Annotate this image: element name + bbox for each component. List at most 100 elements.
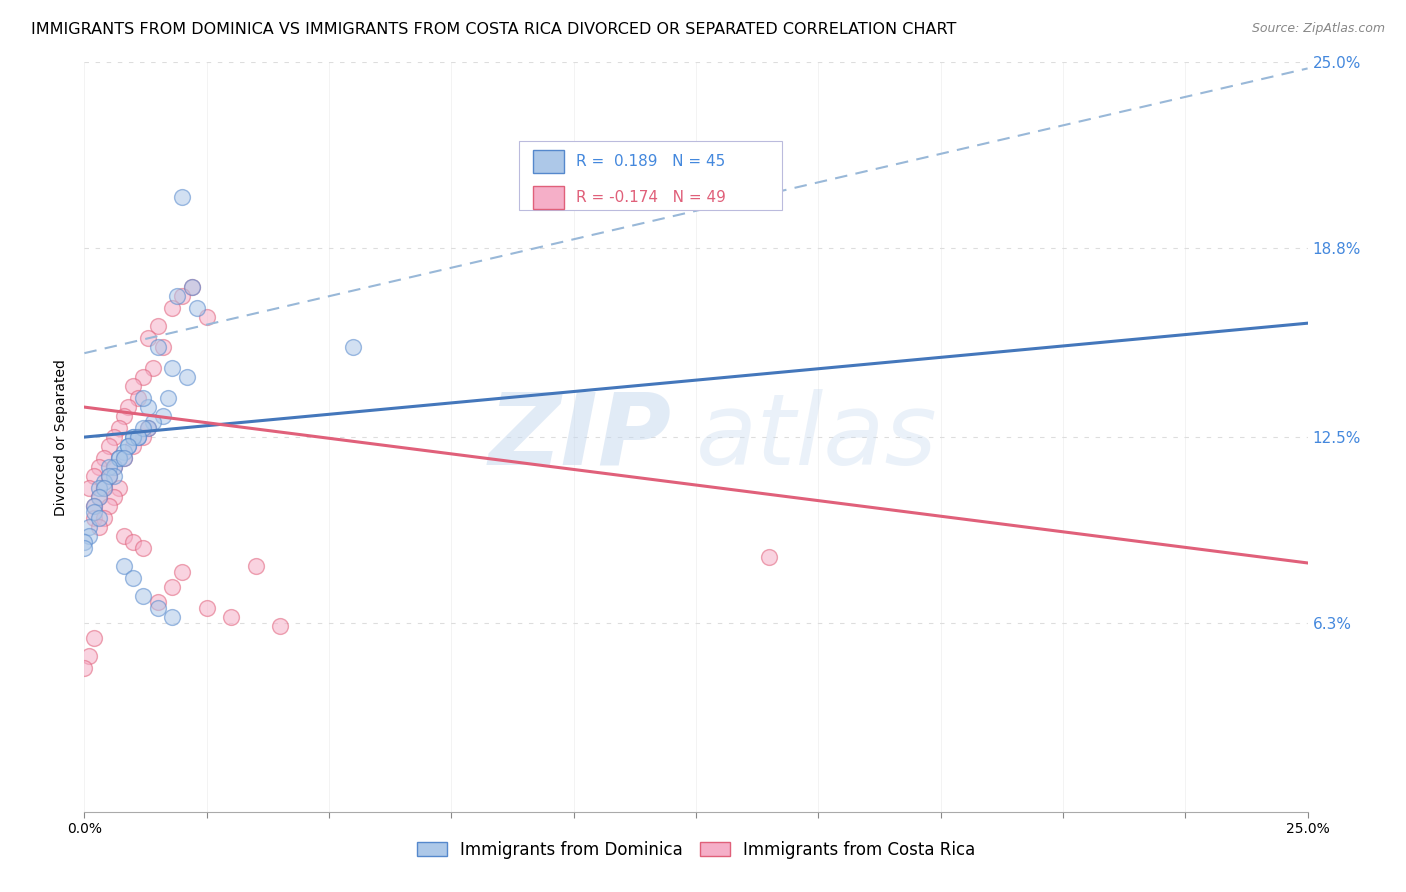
Point — [162, 361, 184, 376]
Point — [152, 340, 174, 354]
Point — [103, 490, 125, 504]
Point — [107, 481, 129, 495]
Point — [146, 319, 169, 334]
Point — [103, 430, 125, 444]
Point — [103, 460, 125, 475]
Point — [166, 289, 188, 303]
Point — [107, 451, 129, 466]
Point — [146, 595, 169, 609]
Point — [156, 391, 179, 405]
Point — [162, 301, 184, 316]
Point — [152, 409, 174, 423]
Point — [127, 430, 149, 444]
Point — [136, 400, 159, 414]
Point — [136, 421, 159, 435]
Point — [83, 631, 105, 645]
Text: ZIP: ZIP — [488, 389, 672, 485]
Point — [112, 451, 135, 466]
Point — [87, 460, 110, 475]
Point — [132, 430, 155, 444]
Point — [77, 481, 100, 495]
Point — [172, 565, 194, 579]
Point — [77, 520, 100, 534]
Point — [127, 430, 149, 444]
Point — [73, 661, 96, 675]
Point — [87, 481, 110, 495]
Point — [132, 370, 155, 384]
Point — [122, 430, 145, 444]
Point — [195, 601, 218, 615]
Point — [269, 619, 291, 633]
Point — [112, 409, 135, 423]
Point — [219, 610, 242, 624]
Point — [195, 310, 218, 325]
Point — [97, 469, 120, 483]
Point — [83, 505, 105, 519]
Point — [172, 190, 194, 204]
Point — [97, 469, 120, 483]
Point — [132, 391, 155, 405]
Point — [112, 529, 135, 543]
Point — [93, 481, 115, 495]
Point — [87, 490, 110, 504]
FancyBboxPatch shape — [533, 186, 564, 209]
Point — [162, 580, 184, 594]
Point — [103, 460, 125, 475]
FancyBboxPatch shape — [519, 141, 782, 210]
Point — [132, 541, 155, 555]
Point — [758, 549, 780, 564]
Point — [107, 421, 129, 435]
Point — [93, 451, 115, 466]
Point — [136, 421, 159, 435]
Text: atlas: atlas — [696, 389, 938, 485]
Point — [181, 280, 204, 294]
Point — [122, 439, 145, 453]
Point — [103, 469, 125, 483]
Point — [112, 558, 135, 573]
Point — [132, 589, 155, 603]
Point — [77, 529, 100, 543]
Point — [146, 340, 169, 354]
Point — [83, 499, 105, 513]
Text: Source: ZipAtlas.com: Source: ZipAtlas.com — [1251, 22, 1385, 36]
Legend: Immigrants from Dominica, Immigrants from Costa Rica: Immigrants from Dominica, Immigrants fro… — [409, 832, 983, 867]
Point — [181, 280, 204, 294]
Point — [83, 469, 105, 483]
Point — [87, 520, 110, 534]
Point — [87, 511, 110, 525]
Point — [93, 511, 115, 525]
Point — [112, 451, 135, 466]
Point — [162, 610, 184, 624]
Point — [122, 535, 145, 549]
Y-axis label: Divorced or Separated: Divorced or Separated — [55, 359, 69, 516]
Point — [172, 289, 194, 303]
Point — [93, 481, 115, 495]
Text: IMMIGRANTS FROM DOMINICA VS IMMIGRANTS FROM COSTA RICA DIVORCED OR SEPARATED COR: IMMIGRANTS FROM DOMINICA VS IMMIGRANTS F… — [31, 22, 956, 37]
Point — [93, 475, 115, 489]
Point — [127, 391, 149, 405]
Point — [112, 445, 135, 459]
Point — [117, 400, 139, 414]
Point — [97, 460, 120, 475]
Point — [132, 421, 155, 435]
Point — [73, 541, 96, 555]
Point — [97, 499, 120, 513]
Point — [142, 415, 165, 429]
Text: R =  0.189   N = 45: R = 0.189 N = 45 — [576, 153, 725, 169]
Point — [122, 571, 145, 585]
Point — [136, 331, 159, 345]
Point — [77, 648, 100, 663]
Point — [87, 490, 110, 504]
Point — [176, 370, 198, 384]
Point — [83, 511, 105, 525]
Point — [186, 301, 208, 316]
FancyBboxPatch shape — [533, 150, 564, 172]
Point — [83, 499, 105, 513]
Point — [117, 439, 139, 453]
Point — [342, 340, 364, 354]
Point — [142, 361, 165, 376]
Point — [97, 439, 120, 453]
Text: R = -0.174   N = 49: R = -0.174 N = 49 — [576, 190, 725, 205]
Point — [73, 535, 96, 549]
Point — [122, 379, 145, 393]
